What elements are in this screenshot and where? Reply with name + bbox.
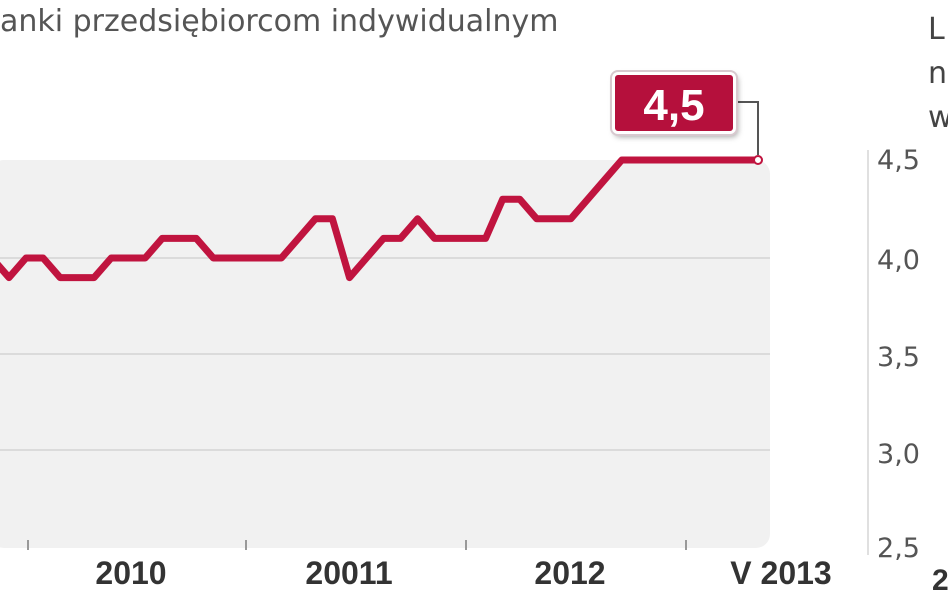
x-axis: 2010 20011 2012 V 2013	[27, 540, 832, 591]
data-point	[245, 256, 250, 260]
data-point	[126, 256, 131, 260]
last-point-marker	[753, 155, 763, 165]
data-point	[585, 197, 590, 202]
data-point	[7, 275, 12, 280]
data-point	[211, 256, 216, 260]
right-y-tick-label: 3,0	[877, 439, 920, 470]
x-tick-label: V 2013	[730, 555, 831, 591]
data-point	[296, 236, 301, 241]
data-point	[432, 236, 437, 241]
callout-leader	[738, 101, 763, 165]
data-point	[687, 158, 692, 162]
data-point	[109, 256, 114, 260]
chart-title: anki przedsiębiorcom indywidualnym	[0, 4, 559, 39]
right-chart-y-axis: 4,5 4,0 3,5 3,0 2,5 2	[867, 145, 948, 593]
right-x-label-fragment: 2	[932, 564, 948, 593]
x-tick-label: 2012	[534, 555, 605, 591]
data-point	[500, 197, 505, 202]
right-title-line-1: L	[928, 12, 945, 47]
data-point	[602, 177, 607, 182]
data-point	[330, 216, 335, 221]
data-point	[398, 236, 403, 241]
data-point	[364, 256, 369, 260]
right-y-tick-label: 3,5	[877, 342, 920, 373]
right-chart-title-fragment: L n w	[928, 8, 948, 140]
right-title-line-3: w	[928, 100, 948, 135]
data-point	[517, 197, 522, 202]
right-title-line-2: n	[928, 56, 948, 91]
x-tick-label: 20011	[305, 555, 392, 591]
data-point	[41, 256, 46, 260]
data-point	[568, 216, 573, 221]
data-point	[449, 236, 454, 241]
data-point	[636, 158, 641, 162]
x-tick-label: 2010	[95, 555, 166, 591]
series-line	[0, 156, 762, 282]
data-point	[534, 216, 539, 221]
leader-line	[738, 101, 759, 155]
data-point	[262, 256, 267, 260]
data-point	[415, 216, 420, 221]
data-point	[24, 256, 29, 260]
data-point	[721, 158, 726, 162]
data-point	[143, 256, 148, 260]
data-point	[92, 275, 97, 280]
data-point	[738, 158, 743, 162]
right-y-tick-label: 4,0	[877, 245, 920, 276]
data-point	[279, 256, 284, 260]
data-point	[160, 236, 165, 241]
last-value-callout: 4,5	[612, 72, 736, 134]
data-point	[177, 236, 182, 241]
data-point	[619, 158, 624, 162]
series-group	[0, 156, 762, 282]
data-point	[551, 216, 556, 221]
right-y-tick-label: 2,5	[877, 533, 920, 564]
data-point	[58, 275, 63, 280]
data-point	[466, 236, 471, 241]
data-point	[483, 236, 488, 241]
data-point	[381, 236, 386, 241]
data-point	[704, 158, 709, 162]
data-point	[653, 158, 658, 162]
data-point	[75, 275, 80, 280]
data-point	[670, 158, 675, 162]
right-y-tick-label: 4,5	[877, 145, 920, 176]
data-point	[228, 256, 233, 260]
data-point	[313, 216, 318, 221]
data-point	[347, 275, 352, 280]
data-point	[194, 236, 199, 241]
